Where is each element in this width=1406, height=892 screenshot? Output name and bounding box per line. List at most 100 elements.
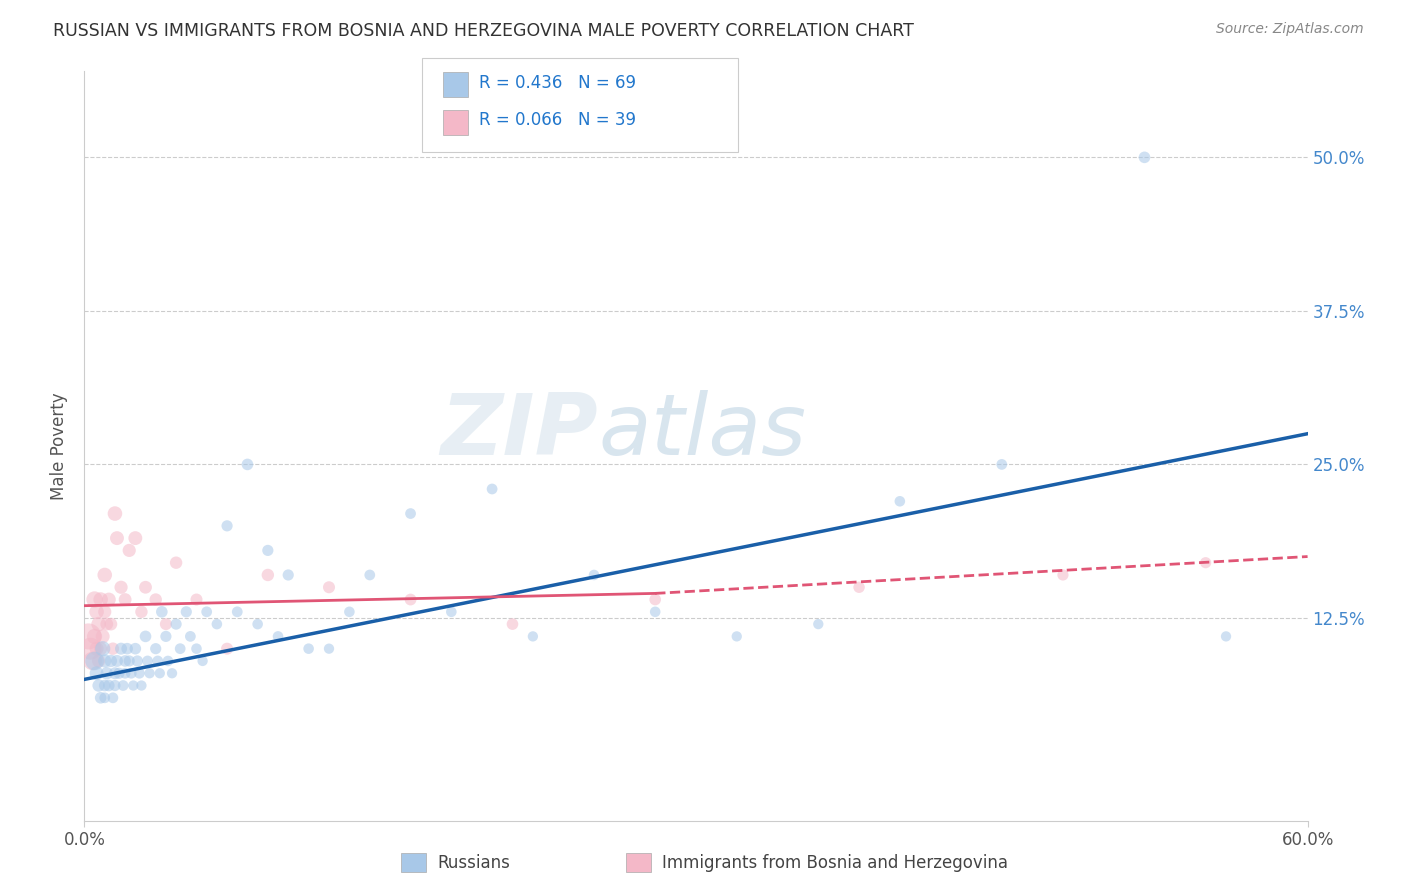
Point	[97, 679, 120, 693]
Point	[131, 679, 153, 693]
Point	[481, 482, 503, 496]
Point	[131, 605, 153, 619]
Point	[522, 629, 544, 643]
Point	[90, 592, 112, 607]
Point	[165, 617, 187, 632]
Text: atlas: atlas	[598, 390, 806, 473]
Y-axis label: Male Poverty: Male Poverty	[51, 392, 69, 500]
Point	[991, 458, 1014, 472]
Text: Source: ZipAtlas.com: Source: ZipAtlas.com	[1216, 22, 1364, 37]
Point	[583, 568, 606, 582]
Point	[136, 654, 159, 668]
Point	[848, 580, 870, 594]
Point	[165, 556, 187, 570]
Point	[1215, 629, 1237, 643]
Point	[644, 605, 666, 619]
Point	[114, 666, 136, 681]
Point	[104, 679, 127, 693]
Text: R = 0.436   N = 69: R = 0.436 N = 69	[479, 74, 637, 92]
Point	[889, 494, 911, 508]
Point	[83, 592, 105, 607]
Point	[101, 641, 124, 656]
Point	[150, 605, 173, 619]
Point	[399, 507, 422, 521]
Point	[120, 666, 142, 681]
Point	[359, 568, 381, 582]
Point	[155, 617, 177, 632]
Point	[112, 679, 135, 693]
Point	[226, 605, 249, 619]
Point	[114, 654, 136, 668]
Point	[145, 641, 167, 656]
Point	[124, 641, 146, 656]
Text: Immigrants from Bosnia and Herzegovina: Immigrants from Bosnia and Herzegovina	[662, 854, 1008, 871]
Point	[91, 641, 114, 656]
Point	[83, 654, 105, 668]
Point	[217, 641, 239, 656]
Point	[83, 629, 105, 643]
Point	[104, 666, 127, 681]
Text: RUSSIAN VS IMMIGRANTS FROM BOSNIA AND HERZEGOVINA MALE POVERTY CORRELATION CHART: RUSSIAN VS IMMIGRANTS FROM BOSNIA AND HE…	[53, 22, 914, 40]
Point	[236, 458, 259, 472]
Point	[110, 580, 132, 594]
Point	[96, 666, 118, 681]
Point	[149, 666, 172, 681]
Text: Russians: Russians	[437, 854, 510, 871]
Point	[77, 629, 100, 643]
Point	[179, 629, 201, 643]
Point	[318, 580, 340, 594]
Point	[145, 592, 167, 607]
Point	[122, 679, 145, 693]
Point	[93, 690, 115, 705]
Point	[127, 654, 149, 668]
Point	[644, 592, 666, 607]
Point	[100, 617, 122, 632]
Point	[96, 617, 118, 632]
Point	[93, 605, 115, 619]
Point	[155, 629, 177, 643]
Point	[298, 641, 321, 656]
Point	[90, 641, 112, 656]
Point	[160, 666, 183, 681]
Point	[135, 580, 157, 594]
Point	[195, 605, 218, 619]
Point	[91, 629, 114, 643]
Point	[108, 666, 131, 681]
Point	[257, 543, 280, 558]
Point	[118, 543, 141, 558]
Point	[169, 641, 191, 656]
Point	[87, 679, 110, 693]
Point	[124, 531, 146, 545]
Point	[118, 654, 141, 668]
Point	[105, 531, 128, 545]
Point	[101, 690, 124, 705]
Point	[110, 641, 132, 656]
Point	[93, 568, 115, 582]
Point	[93, 679, 115, 693]
Point	[191, 654, 214, 668]
Point	[1133, 150, 1156, 164]
Point	[186, 641, 208, 656]
Point	[97, 592, 120, 607]
Point	[86, 666, 108, 681]
Point	[128, 666, 150, 681]
Point	[186, 592, 208, 607]
Point	[93, 654, 115, 668]
Point	[257, 568, 280, 582]
Point	[87, 617, 110, 632]
Point	[318, 641, 340, 656]
Point	[174, 605, 197, 619]
Point	[339, 605, 361, 619]
Point	[267, 629, 290, 643]
Point	[807, 617, 830, 632]
Point	[82, 654, 104, 668]
Point	[725, 629, 748, 643]
Point	[440, 605, 463, 619]
Point	[114, 592, 136, 607]
Point	[104, 507, 127, 521]
Point	[205, 617, 228, 632]
Point	[105, 654, 128, 668]
Point	[87, 654, 110, 668]
Point	[79, 641, 101, 656]
Point	[156, 654, 179, 668]
